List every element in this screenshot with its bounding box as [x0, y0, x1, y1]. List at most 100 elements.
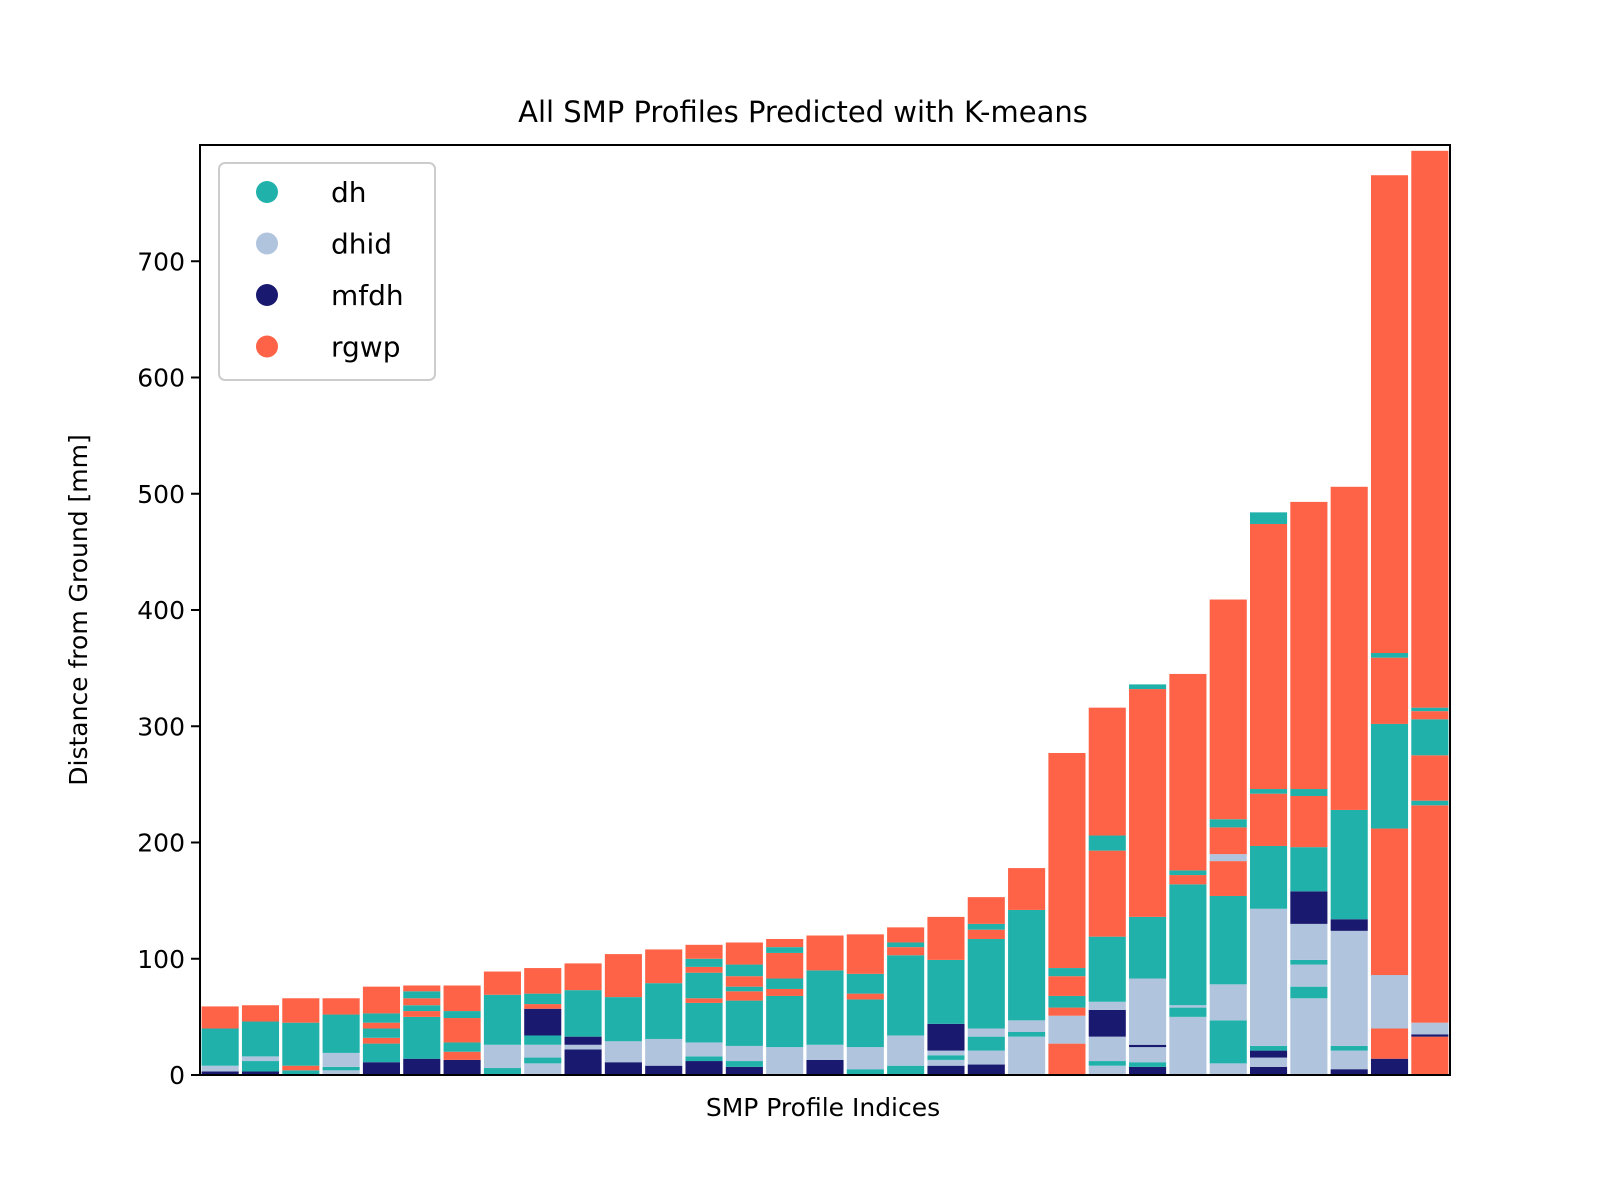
segment-dh	[1411, 800, 1449, 806]
segment-dh	[1209, 895, 1247, 985]
segment-dh	[887, 955, 925, 1036]
segment-dh	[201, 1028, 239, 1066]
segment-dh	[1411, 719, 1449, 756]
segment-dh	[483, 994, 521, 1045]
segment-rgwp	[1411, 150, 1449, 708]
segment-dh	[1290, 789, 1328, 796]
segment-rgwp	[362, 1022, 400, 1029]
segment-dh	[1330, 1045, 1368, 1051]
segment-mfdh	[1411, 1034, 1449, 1037]
profile-bar	[1129, 684, 1167, 1075]
segment-dh	[1250, 512, 1288, 524]
segment-dh	[1088, 835, 1126, 851]
segment-rgwp	[1169, 875, 1207, 885]
profile-bar	[846, 934, 884, 1075]
segment-dhid	[201, 1065, 239, 1072]
segment-mfdh	[806, 1059, 844, 1075]
segment-rgwp	[1008, 868, 1046, 910]
segment-dhid	[725, 1045, 763, 1062]
legend-label-dhid: dhid	[331, 228, 392, 261]
profile-bar	[725, 942, 763, 1075]
segment-dh	[1008, 1031, 1046, 1037]
plot-frame	[199, 144, 1451, 1076]
segment-rgwp	[846, 993, 884, 1000]
segment-rgwp	[1088, 707, 1126, 836]
segment-rgwp	[1370, 657, 1409, 724]
segment-rgwp	[1209, 861, 1247, 896]
profile-bar	[322, 998, 360, 1075]
segment-rgwp	[524, 968, 562, 994]
segment-dhid	[483, 1044, 521, 1069]
segment-dh	[725, 1061, 763, 1067]
segment-dhid	[1048, 1015, 1086, 1044]
segment-rgwp	[403, 998, 441, 1006]
profile-bar	[927, 916, 965, 1075]
segment-rgwp	[1250, 523, 1288, 790]
segment-dh	[927, 1055, 965, 1060]
segment-dhid	[806, 1044, 844, 1060]
profile-bar	[806, 935, 844, 1075]
segment-dh	[403, 1016, 441, 1059]
segment-dh	[725, 986, 763, 992]
legend-label-mfdh: mfdh	[331, 279, 404, 312]
segment-dh	[1209, 1020, 1247, 1064]
profile-bar	[645, 949, 683, 1075]
segment-rgwp	[362, 1037, 400, 1044]
segment-dhid	[322, 1052, 360, 1067]
segment-dh	[806, 970, 844, 1045]
segment-dh	[1008, 909, 1046, 1021]
segment-dhid	[322, 1070, 360, 1075]
segment-rgwp	[1370, 175, 1409, 654]
legend-marker-mfdh	[256, 284, 278, 306]
segment-mfdh	[604, 1062, 642, 1075]
segment-rgwp	[887, 927, 925, 943]
profile-bar	[564, 963, 602, 1075]
segment-rgwp	[604, 954, 642, 998]
segment-rgwp	[766, 938, 804, 948]
segment-dhid	[1290, 964, 1328, 987]
y-axis-label: Distance from Ground [mm]	[64, 434, 93, 786]
profile-bar	[1169, 673, 1207, 1076]
segment-dh	[1250, 1045, 1288, 1051]
segment-rgwp	[282, 1065, 320, 1071]
profile-bar	[1411, 150, 1449, 1075]
profile-bar	[282, 998, 320, 1075]
segment-rgwp	[1290, 796, 1328, 848]
segment-dh	[967, 923, 1005, 930]
segment-dh	[685, 1002, 723, 1043]
y-tick-label: 500	[137, 480, 185, 509]
segment-rgwp	[1290, 501, 1328, 790]
segment-mfdh	[927, 1065, 965, 1075]
segment-mfdh	[403, 1058, 441, 1075]
segment-dhid	[1088, 1001, 1126, 1010]
segment-dh	[1169, 1007, 1207, 1017]
segment-dhid	[927, 1059, 965, 1066]
segment-dh	[443, 1011, 481, 1019]
segment-rgwp	[1048, 752, 1086, 969]
y-tick-label: 300	[137, 712, 185, 741]
segment-dh	[967, 938, 1005, 1029]
y-tick-label: 200	[137, 829, 185, 858]
y-tick-label: 600	[137, 364, 185, 393]
segment-dhid	[846, 1047, 884, 1070]
segment-dh	[524, 1035, 562, 1045]
profile-bar	[1330, 486, 1368, 1075]
segment-rgwp	[685, 998, 723, 1003]
segment-dh	[1209, 819, 1247, 828]
segment-dh	[483, 1068, 521, 1075]
segment-dh	[1129, 684, 1167, 690]
segment-dh	[1129, 916, 1167, 979]
segment-dh	[403, 991, 441, 999]
segment-dhid	[1330, 930, 1368, 1046]
legend-label-rgwp: rgwp	[331, 331, 400, 364]
segment-dh	[927, 959, 965, 1024]
segment-dhid	[967, 1050, 1005, 1065]
chart-title: All SMP Profiles Predicted with K-means	[518, 95, 1088, 129]
segment-dhid	[1129, 978, 1167, 1045]
legend-marker-dh	[256, 181, 278, 203]
segment-mfdh	[201, 1071, 239, 1075]
segment-dh	[766, 978, 804, 989]
segment-dhid	[766, 1047, 804, 1075]
profile-bar	[443, 985, 481, 1075]
